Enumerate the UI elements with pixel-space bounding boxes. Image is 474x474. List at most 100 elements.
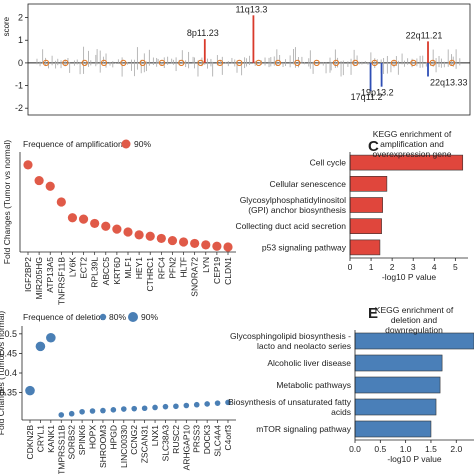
kegg-del-bar (354, 420, 432, 438)
amp-point (112, 224, 122, 234)
amp-xtick-label: PFN2 (167, 257, 177, 279)
del-ytick-label: 0.4 (4, 368, 17, 378)
del-xtick-label: CRYL1 (35, 425, 45, 453)
genome-chromosome-marker (255, 59, 262, 67)
kegg-amp-x-label: -log10 P value (382, 272, 436, 282)
del-legend-dot-90 (128, 312, 138, 322)
amp-point (67, 213, 78, 223)
kegg-del-category-label: Metabolic pathways (276, 380, 351, 390)
genome-chromosome-marker (274, 59, 282, 67)
kegg-del-xtick-label: 1.0 (400, 444, 412, 454)
kegg-amp-category-label: Glycosylphosphatidylinositol (240, 195, 346, 205)
amp-legend-value: 90% (134, 139, 151, 149)
panel-letter-c: C (368, 138, 379, 155)
kegg-del-xtick-label: 0.5 (374, 444, 386, 454)
del-legend-title: Frequence of deletion (23, 312, 105, 322)
del-xtick-label: HPGD (108, 425, 118, 450)
kegg-del-title: deletion and (391, 315, 438, 325)
kegg-del-bar (354, 376, 441, 394)
genome-chromosome-marker (178, 59, 185, 67)
kegg-amp-category-label: Collecting duct acid secretion (235, 221, 346, 231)
genome-chromosome-marker (62, 59, 69, 67)
del-xtick-label: ARHGAP10 (181, 425, 191, 471)
amp-xtick-label: ATP13A5 (45, 257, 55, 293)
amp-point (145, 231, 155, 241)
kegg-amp-xtick-label: 0 (348, 262, 353, 272)
genome-chromosome-marker (448, 59, 456, 67)
amp-point (56, 197, 66, 207)
del-xtick-label: LINC00330 (119, 425, 129, 468)
kegg-amp-title: KEGG enrichment of (373, 129, 452, 139)
genome-chromosome-marker (352, 59, 359, 67)
del-legend-value-80: 80% (109, 312, 126, 322)
kegg-del-category-label: acids (331, 407, 351, 417)
amp-xtick-label: LYN (201, 257, 211, 273)
genome-chromosome-marker (371, 59, 378, 67)
del-point (68, 410, 75, 417)
kegg-amp-title: overexpression gene (373, 149, 452, 159)
genome-ytick-label: 1 (18, 35, 23, 45)
amp-point (201, 240, 211, 250)
genome-chromosome-marker (236, 59, 243, 67)
amp-point (134, 230, 144, 240)
kegg-del-title: downregulation (385, 325, 443, 335)
genome-chromosome-marker (429, 59, 436, 67)
genome-peak-label: 11q13.3 (235, 4, 267, 14)
del-point (204, 401, 210, 407)
del-point (35, 341, 46, 352)
del-xtick-label: SORBS2 (67, 425, 77, 460)
amp-point (78, 214, 89, 224)
del-point (214, 400, 221, 406)
kegg-del-category-label: Biosynthesis of unsaturated fatty (228, 397, 352, 407)
del-point (110, 407, 117, 413)
kegg-del-xtick-label: 0.0 (349, 444, 361, 454)
amp-point (23, 160, 33, 170)
kegg-del-x-label: -log10 P value (387, 454, 441, 464)
del-point (46, 332, 56, 343)
kegg-amp-bar (349, 218, 382, 234)
kegg-del-bar (354, 354, 443, 372)
amp-xtick-label: MLF1 (123, 257, 133, 279)
del-point (25, 385, 35, 396)
kegg-amp-category-label: p53 signaling pathway (262, 242, 347, 252)
amp-point (223, 242, 233, 252)
del-xtick-label: SLC38A3 (160, 425, 170, 462)
kegg-del-category-label: Glycosphingolipid biosynthesis - (230, 331, 351, 341)
amp-xtick-label: LY6K (67, 257, 77, 277)
del-point (58, 412, 65, 418)
amp-y-label: Fold Changes (Tumor vs normal) (2, 140, 12, 265)
amp-point (101, 221, 111, 231)
amp-xtick-label: RPL39L (90, 257, 100, 288)
kegg-amp-title: amplification and (380, 139, 444, 149)
amp-xtick-label: ABCC5 (101, 257, 111, 286)
del-xtick-label: PRSS3 (192, 425, 202, 453)
genome-ytick-label: 0 (18, 58, 23, 68)
kegg-del-category-label: Alcoholic liver disease (267, 358, 351, 368)
del-legend-value-90: 90% (141, 312, 158, 322)
del-point (225, 399, 231, 406)
del-xtick-label: CCNG2 (129, 425, 139, 455)
amp-point (90, 218, 100, 229)
genome-chromosome-marker (313, 59, 320, 67)
genome-y-label: score (2, 16, 11, 36)
kegg-amp-xtick-label: 2 (390, 262, 395, 272)
del-point (193, 401, 200, 408)
kegg-amp-bar (349, 197, 383, 213)
genome-chromosome-marker (197, 59, 204, 67)
amp-legend-dot (121, 139, 131, 149)
genome-ytick-label: -1 (15, 81, 23, 91)
del-point (131, 405, 138, 412)
kegg-amp-xtick-label: 5 (453, 262, 458, 272)
del-ytick-label: 0.35 (0, 388, 17, 398)
del-xtick-label: CDKN2B (25, 425, 35, 460)
del-point (152, 404, 158, 411)
del-ytick-label: 0.45 (0, 348, 17, 358)
kegg-del-category-label: mTOR signaling pathway (256, 424, 352, 434)
kegg-del-bar (354, 332, 474, 350)
amp-xtick-label: TNFRSF11B (56, 257, 66, 305)
genome-axes-frame (27, 3, 471, 116)
genome-score-panel: 2 1 0 -1 -2 score 11q13.3 8p11.23 22q11.21 17q11.… (2, 3, 471, 116)
genome-chromosome-marker (216, 59, 224, 67)
genome-chromosome-marker (410, 59, 417, 67)
